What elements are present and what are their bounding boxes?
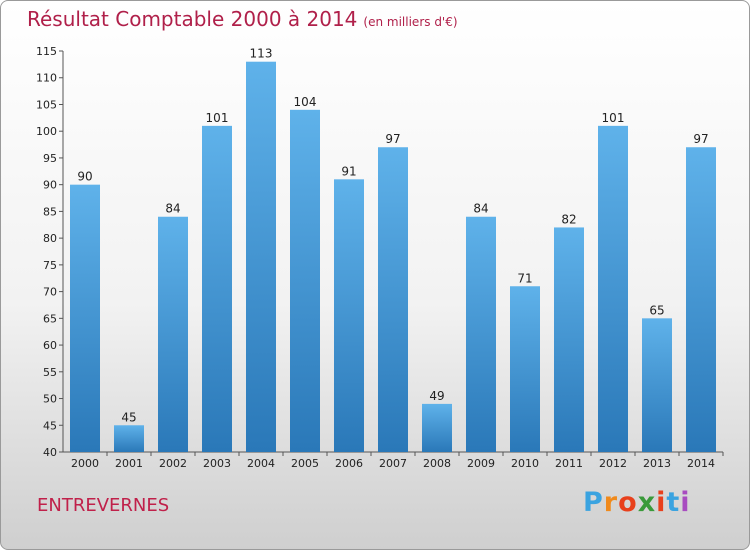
x-tick-label: 2005 [291,457,319,470]
bar [334,179,364,452]
y-tick-label: 65 [43,312,57,325]
y-tick-label: 115 [36,45,57,58]
y-tick-label: 100 [36,125,57,138]
proxiti-logo[interactable]: Proxiti [583,487,691,518]
x-tick-label: 2014 [687,457,715,470]
y-tick-label: 55 [43,366,57,379]
y-tick-label: 40 [43,446,57,459]
y-tick-label: 80 [43,232,57,245]
chart-labels: 2000 90 2001 45 2002 84 2003 101 2004 113 2005 104 2… [71,47,715,470]
data-label: 71 [517,271,532,285]
data-label: 104 [294,95,317,109]
data-label: 45 [121,410,136,424]
data-label: 101 [602,111,625,125]
data-label: 82 [561,212,576,226]
y-tick-label: 105 [36,98,57,111]
chart-title: Résultat Comptable 2000 à 2014 (en millie… [27,7,458,31]
bar [466,216,496,452]
data-label: 91 [341,164,356,178]
data-label: 113 [250,47,273,61]
bar [246,61,276,453]
y-tick-label: 90 [43,179,57,192]
bar [422,403,452,452]
x-tick-label: 2001 [115,457,143,470]
x-tick-label: 2004 [247,457,275,470]
logo-letter: t [666,487,681,518]
chart-subtitle: (en milliers d'€) [363,15,458,29]
logo-letter: i [680,487,691,518]
x-tick-label: 2007 [379,457,407,470]
y-tick-label: 60 [43,339,57,352]
data-label: 101 [206,111,229,125]
y-tick-label: 45 [43,419,57,432]
x-tick-label: 2012 [599,457,627,470]
y-tick-label: 50 [43,393,57,406]
y-tick-label: 110 [36,72,57,85]
y-tick-label: 75 [43,259,57,272]
bar [554,227,584,452]
y-tick-label: 95 [43,152,57,165]
logo-letter: P [583,487,604,518]
bar [158,216,188,452]
logo-letter: o [618,487,638,518]
bar [686,147,716,453]
data-label: 97 [693,132,708,146]
bar [114,425,144,452]
data-label: 90 [77,170,92,184]
y-tick-label: 70 [43,286,57,299]
bar [598,125,628,452]
y-tick-label: 85 [43,205,57,218]
chart-axes: 40 45 50 55 60 65 70 75 80 85 90 95 100 105 110 115 [36,45,724,459]
x-tick-label: 2009 [467,457,495,470]
x-tick-label: 2011 [555,457,583,470]
logo-letter: i [656,487,667,518]
chart-bars [70,61,716,453]
commune-name: ENTREVERNES [37,495,170,516]
bar [510,286,540,452]
x-tick-label: 2008 [423,457,451,470]
title-text: Résultat Comptable 2000 à 2014 [27,7,358,31]
data-label: 84 [165,202,180,216]
bar [70,184,100,452]
bar [202,125,232,452]
data-label: 49 [429,389,444,403]
logo-letter: x [637,487,657,518]
data-label: 97 [385,132,400,146]
x-tick-label: 2000 [71,457,99,470]
x-tick-label: 2002 [159,457,187,470]
bar [290,109,320,453]
logo-letter: r [603,487,619,518]
x-tick-label: 2006 [335,457,363,470]
bar [642,318,672,452]
x-tick-label: 2003 [203,457,231,470]
x-tick-label: 2010 [511,457,539,470]
data-label: 84 [473,202,488,216]
x-tick-label: 2013 [643,457,671,470]
bar [378,147,408,453]
data-label: 65 [649,303,664,317]
